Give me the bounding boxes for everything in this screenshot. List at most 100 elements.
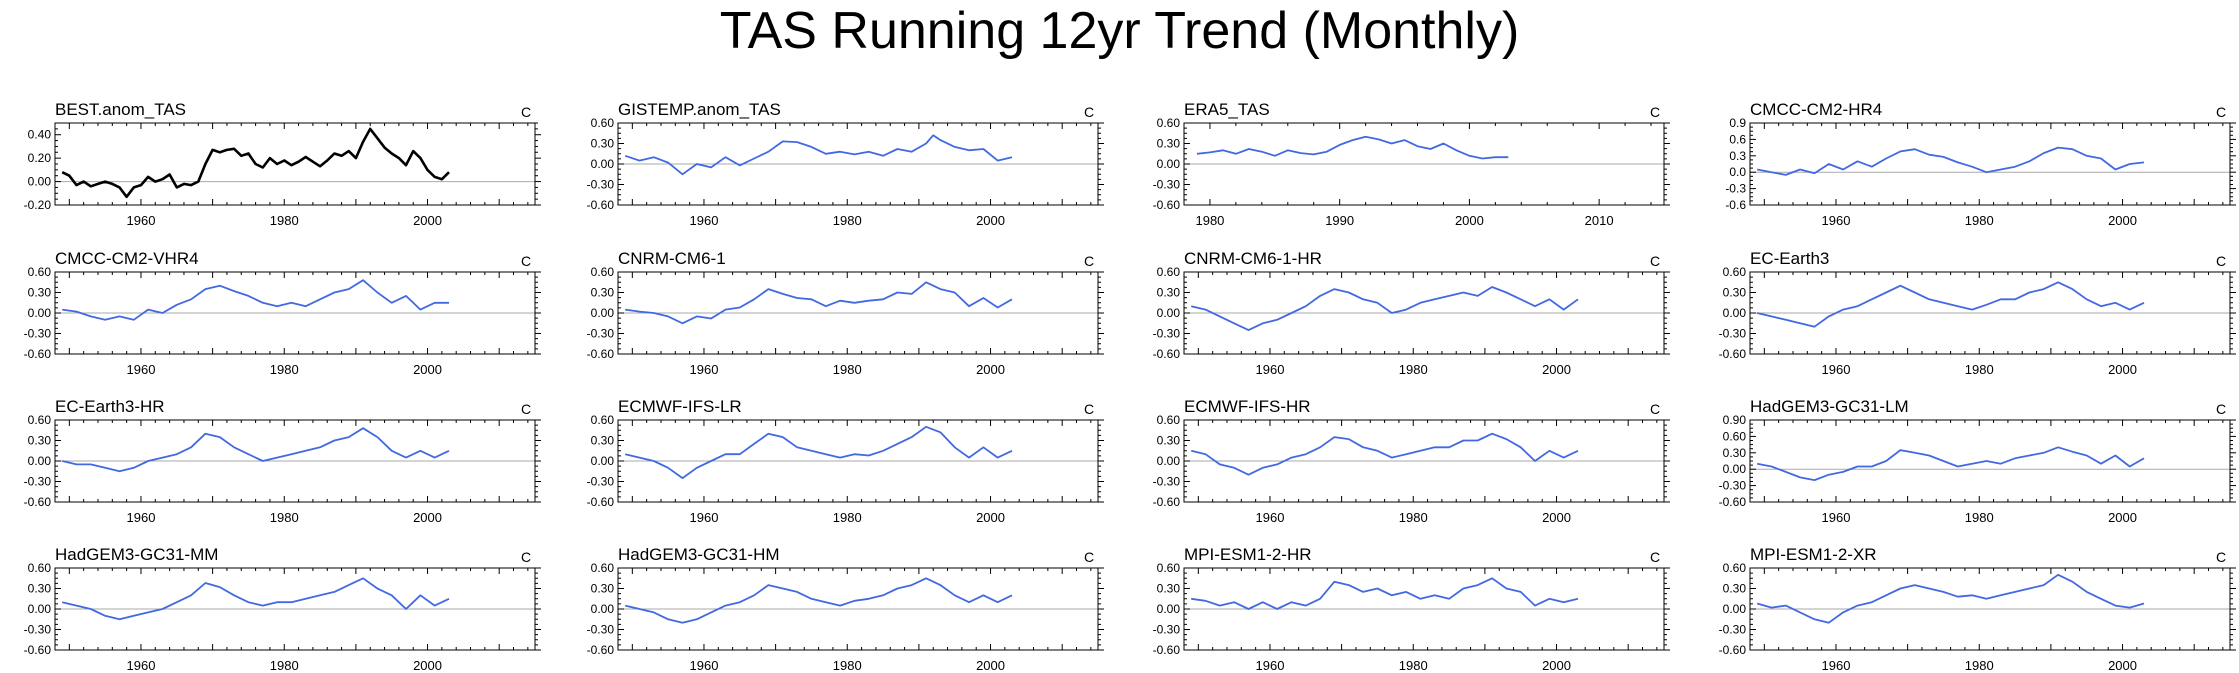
plot-frame <box>1749 271 2231 355</box>
y-tick-label: 0.60 <box>591 116 615 130</box>
y-tick-label: 0.00 <box>28 602 52 616</box>
x-tick-label: 1960 <box>690 213 719 228</box>
chart-panel: HadGEM3-GC31-HM C -0.60 -0.30 0.00 0.30 0.60 19… <box>587 545 1104 673</box>
y-tick-label: -0.60 <box>1153 347 1181 361</box>
x-tick-label: 2000 <box>976 213 1005 228</box>
panel-title: MPI-ESM1-2-HR <box>1184 545 1312 564</box>
y-tick-label: -0.30 <box>1153 475 1181 489</box>
panel-title: ECMWF-IFS-LR <box>618 397 742 416</box>
chart-panel: MPI-ESM1-2-XR C -0.60 -0.30 0.00 0.30 0.60 1960… <box>1719 545 2236 673</box>
panel-units: C <box>2216 253 2226 269</box>
x-tick-label: 1980 <box>270 362 299 377</box>
x-tick-label: 1990 <box>1325 213 1354 228</box>
series-line <box>624 425 1013 479</box>
y-tick-label: 0.60 <box>28 265 52 279</box>
y-tick-label: 0.30 <box>28 434 52 448</box>
y-tick-label: 0.60 <box>591 265 615 279</box>
y-tick-label: -0.30 <box>587 178 615 192</box>
x-tick-label: 1960 <box>127 510 156 525</box>
chart-panel: CMCC-CM2-VHR4 C -0.60 -0.30 0.00 0.30 0.60 1960… <box>24 249 541 377</box>
panel-title: CNRM-CM6-1-HR <box>1184 249 1322 268</box>
series-line <box>1190 286 1579 331</box>
y-tick-label: -0.60 <box>1719 643 1747 657</box>
chart-panel: BEST.anom_TAS C -0.20 0.00 0.20 0.40 1960 1980 2… <box>24 100 541 228</box>
series-line <box>1191 577 1579 610</box>
y-tick-label: -0.30 <box>587 475 615 489</box>
x-tick-label: 1980 <box>833 213 862 228</box>
y-tick-label: 0.00 <box>591 306 615 320</box>
panel-title: HadGEM3-GC31-LM <box>1750 397 1909 416</box>
x-tick-label: 1960 <box>690 658 719 673</box>
y-tick-label: -0.3 <box>1725 182 1746 196</box>
x-tick-label: 2000 <box>976 510 1005 525</box>
y-tick-label: 0.00 <box>1157 306 1181 320</box>
panel-units: C <box>1084 253 1094 269</box>
x-tick-label: 1980 <box>270 658 299 673</box>
y-tick-label: -0.60 <box>587 198 615 212</box>
chart-panel: ECMWF-IFS-HR C -0.60 -0.30 0.00 0.30 0.60 1960 1… <box>1153 397 1670 525</box>
series-line <box>1757 446 2145 481</box>
x-tick-label: 1960 <box>1822 362 1851 377</box>
panel-title: MPI-ESM1-2-XR <box>1750 545 1877 564</box>
x-tick-label: 1960 <box>127 362 156 377</box>
x-tick-label: 1960 <box>1256 362 1285 377</box>
series-line <box>61 577 450 621</box>
y-tick-label: 0.30 <box>591 582 615 596</box>
x-tick-label: 2000 <box>976 362 1005 377</box>
x-tick-label: 1960 <box>1256 510 1285 525</box>
y-tick-label: 0.60 <box>28 561 52 575</box>
series-line <box>1756 573 2145 624</box>
series-line <box>624 134 1013 176</box>
plot-frame <box>54 271 536 355</box>
plot-frame <box>1749 567 2231 651</box>
panel-units: C <box>2216 401 2226 417</box>
x-tick-label: 1980 <box>270 213 299 228</box>
panel-title: CMCC-CM2-VHR4 <box>55 249 199 268</box>
panel-units: C <box>521 253 531 269</box>
panel-units: C <box>521 104 531 120</box>
panel-title: EC-Earth3 <box>1750 249 1829 268</box>
y-tick-label: 0.00 <box>28 454 52 468</box>
y-tick-label: -0.30 <box>1719 479 1747 493</box>
x-tick-label: 2000 <box>413 658 442 673</box>
y-tick-label: 0.60 <box>591 413 615 427</box>
y-tick-label: 0.20 <box>28 151 52 165</box>
x-tick-label: 1980 <box>270 510 299 525</box>
chart-panel: HadGEM3-GC31-MM C -0.60 -0.30 0.00 0.30 0.60 19… <box>24 545 541 673</box>
y-tick-label: 0.00 <box>591 157 615 171</box>
panel-units: C <box>1084 104 1094 120</box>
series-line <box>1757 146 2145 176</box>
chart-panel: GISTEMP.anom_TAS C -0.60 -0.30 0.00 0.30 0.60 1… <box>587 100 1104 228</box>
y-tick-label: -0.60 <box>587 643 615 657</box>
panel-title: CMCC-CM2-HR4 <box>1750 100 1882 119</box>
y-tick-label: 0.30 <box>1723 446 1747 460</box>
y-tick-label: 0.00 <box>591 602 615 616</box>
y-tick-label: 0.00 <box>1157 602 1181 616</box>
chart-panel: EC-Earth3 C -0.60 -0.30 0.00 0.30 0.60 1960 1980… <box>1719 249 2236 377</box>
plot-frame <box>54 567 536 651</box>
y-tick-label: 0.60 <box>1157 116 1181 130</box>
x-tick-label: 2000 <box>1542 510 1571 525</box>
x-tick-label: 2000 <box>1455 213 1484 228</box>
x-tick-label: 1960 <box>690 362 719 377</box>
y-tick-label: -0.30 <box>24 475 52 489</box>
y-tick-label: 0.00 <box>1723 462 1747 476</box>
x-tick-label: 2000 <box>2108 362 2137 377</box>
y-tick-label: 0.60 <box>591 561 615 575</box>
y-tick-label: -0.60 <box>1719 495 1747 509</box>
y-tick-label: -0.30 <box>24 623 52 637</box>
panel-title: HadGEM3-GC31-HM <box>618 545 780 564</box>
y-tick-label: 0.30 <box>1157 434 1181 448</box>
x-tick-label: 2000 <box>1542 362 1571 377</box>
y-tick-label: -0.30 <box>1153 623 1181 637</box>
y-tick-label: 0.30 <box>591 434 615 448</box>
y-tick-label: 0.90 <box>1723 413 1747 427</box>
panel-units: C <box>1084 401 1094 417</box>
y-tick-label: -0.6 <box>1725 198 1746 212</box>
y-tick-label: 0.30 <box>1157 286 1181 300</box>
x-tick-label: 1960 <box>1822 658 1851 673</box>
panel-title: BEST.anom_TAS <box>55 100 186 119</box>
chart-panel: MPI-ESM1-2-HR C -0.60 -0.30 0.00 0.30 0.60 1960… <box>1153 545 1670 673</box>
plot-frame <box>54 419 536 503</box>
